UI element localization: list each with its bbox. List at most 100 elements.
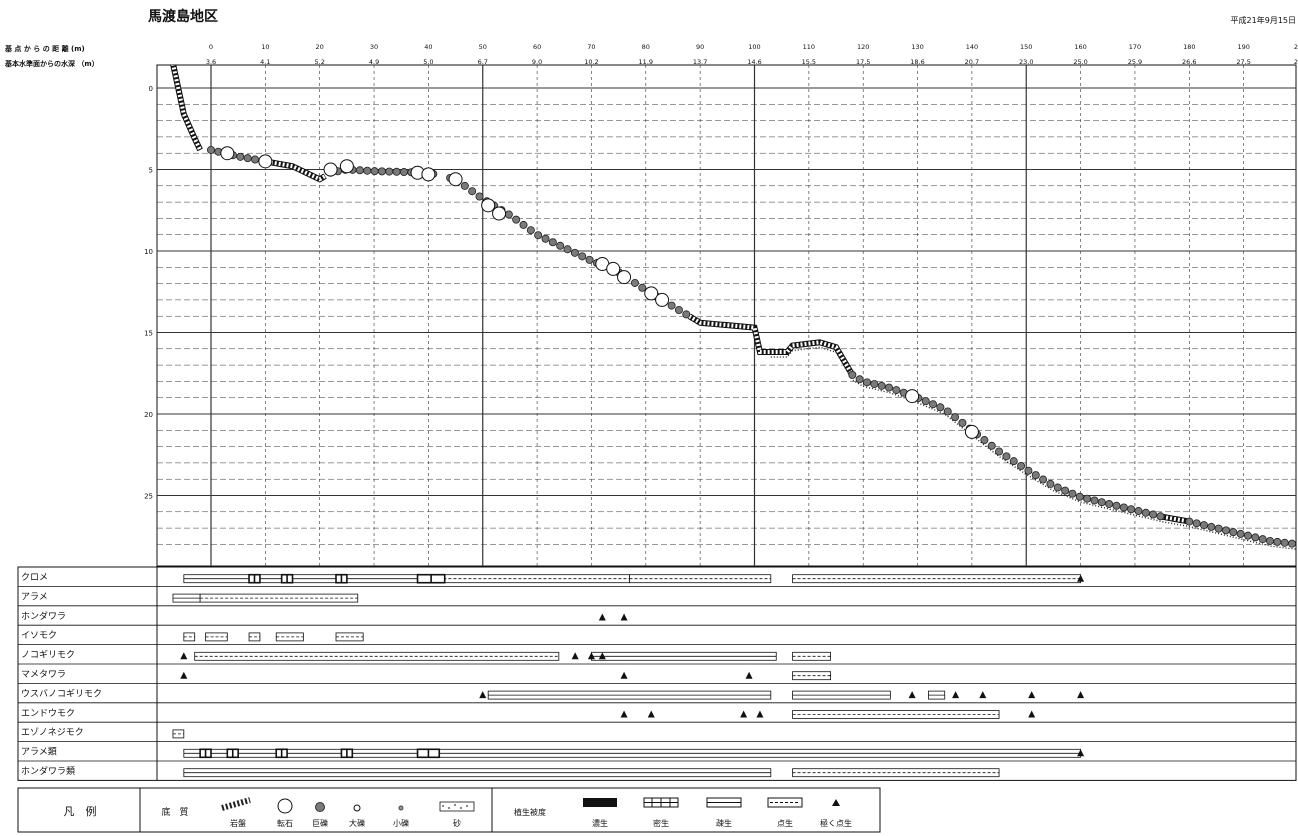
species-name: ウスバノコギリモク (21, 688, 102, 699)
cobble-mark (617, 270, 632, 285)
boulder-mark (1017, 462, 1026, 471)
boulder-mark (1083, 494, 1092, 503)
boulder-mark (1039, 475, 1048, 484)
large-gravel-swatch (353, 804, 361, 812)
boulder-mark (1207, 522, 1216, 531)
boulder-mark (1090, 496, 1099, 505)
boulder-mark (563, 245, 572, 254)
depth-tick-label: 17.5 (856, 58, 870, 66)
species-name: エンドウモク (21, 708, 75, 719)
boulder-mark (951, 413, 960, 422)
legend-dense: 密生 (643, 797, 679, 828)
legend-sand: 砂 (439, 801, 475, 828)
dense-full-swatch (583, 798, 617, 807)
boulder-mark (1061, 486, 1070, 495)
depth-axis-tick-label: 10 (144, 248, 153, 256)
depth-tick-label: 18.6 (910, 58, 924, 66)
distance-tick-label: 90 (696, 43, 704, 51)
cobble-mark (421, 167, 436, 182)
boulder-mark (1046, 479, 1055, 488)
boulder-mark (1009, 457, 1018, 466)
species-name: エゾノネジモク (21, 727, 84, 738)
boulder-mark (980, 436, 989, 445)
coverage-bar (335, 632, 364, 642)
rare-mark (1077, 749, 1085, 757)
cobble-mark (905, 389, 920, 404)
rare-mark (647, 710, 655, 718)
rare-mark (1077, 691, 1085, 699)
boulder-mark (1134, 507, 1143, 516)
boulder-mark (863, 378, 872, 387)
boulder-mark (667, 301, 676, 310)
species-name: イソモク (21, 630, 57, 641)
boulder-mark (1156, 512, 1165, 521)
rock-swatch (221, 797, 251, 811)
legend-scattered: 点生 (767, 797, 803, 828)
boulder-mark (1221, 526, 1230, 535)
boulder-mark (1258, 535, 1267, 544)
boulder-mark (1068, 489, 1077, 498)
boulder-mark (1053, 483, 1062, 492)
legend: 凡 例 底 質 植生被度 岩盤 転石 巨礫 大礫 小礫 砂 (17, 787, 881, 833)
cobble-mark (220, 146, 235, 161)
distance-tick-label: 130 (911, 43, 923, 51)
boulder-mark (1031, 471, 1040, 480)
boulder-mark (370, 167, 379, 176)
cobble-swatch (277, 798, 293, 814)
boulder-mark (534, 231, 543, 240)
boulder-mark (236, 152, 245, 161)
legend-rock: 岩盤 (221, 797, 251, 828)
boulder-mark (1229, 528, 1238, 537)
depth-tick-label: 13.7 (693, 58, 707, 66)
depth-tick-label: 3.6 (206, 58, 216, 66)
distance-tick-label: 140 (966, 43, 978, 51)
boulder-mark (936, 403, 945, 412)
legend-boulder: 巨礫 (312, 802, 328, 828)
boulder-mark (1002, 452, 1011, 461)
rare-mark (1028, 710, 1036, 718)
distance-tick-label: 70 (587, 43, 595, 51)
small-gravel-swatch (398, 805, 404, 811)
cobble-mark (448, 172, 463, 187)
boulder-mark (1273, 537, 1282, 546)
cobble-mark (481, 198, 496, 213)
legend-cobble-label: 転石 (277, 819, 293, 828)
boulder-mark (1266, 536, 1275, 545)
species-name: クロメ (21, 572, 48, 583)
sand-dots (442, 804, 468, 809)
boulder-mark (1119, 503, 1128, 512)
boulder-mark (468, 187, 477, 196)
distance-tick-label: 170 (1129, 43, 1141, 51)
rare-mark (745, 671, 753, 679)
boulder-mark (355, 166, 364, 175)
legend-rare: 極く点生 (820, 799, 852, 828)
vegetation-table-frame (17, 566, 1297, 781)
rare-mark (1077, 574, 1085, 582)
depth-tick-label: 4.9 (369, 58, 379, 66)
depth-axis-tick-label: 15 (144, 330, 153, 338)
legend-small-gravel-label: 小礫 (393, 818, 409, 828)
distance-tick-label: 180 (1183, 43, 1195, 51)
depth-tick-label: 5.0 (423, 58, 433, 66)
boulder-mark (674, 306, 683, 315)
depth-axis-tick-label: 0 (149, 85, 153, 93)
legend-coverage-label: 植生被度 (514, 807, 546, 817)
boulder-mark (1127, 505, 1136, 514)
distance-tick-label: 40 (424, 43, 432, 51)
boulder-mark (1075, 492, 1084, 501)
boulder-mark (541, 234, 550, 243)
boulder-mark (848, 370, 857, 379)
species-name: ノコギリモク (21, 650, 75, 661)
boulder-mark (1112, 501, 1121, 510)
legend-sparse-label: 疎生 (716, 818, 732, 828)
boulder-mark (251, 155, 260, 164)
distance-tick-label: 20 (316, 43, 324, 51)
legend-rock-label: 岩盤 (230, 818, 246, 828)
distance-tick-label: 160 (1074, 43, 1086, 51)
boulder-mark (1214, 524, 1223, 533)
depth-tick-label: 25.0 (1073, 58, 1087, 66)
boulder-mark (460, 181, 469, 190)
depth-tick-label: 6.7 (478, 58, 488, 66)
distance-axis: 0 3.6 10 4.1 20 5.2 30 4.9 40 5.0 50 6.7 60 9.0 70 10.2… (206, 43, 1298, 66)
legend-scattered-label: 点生 (777, 818, 793, 828)
